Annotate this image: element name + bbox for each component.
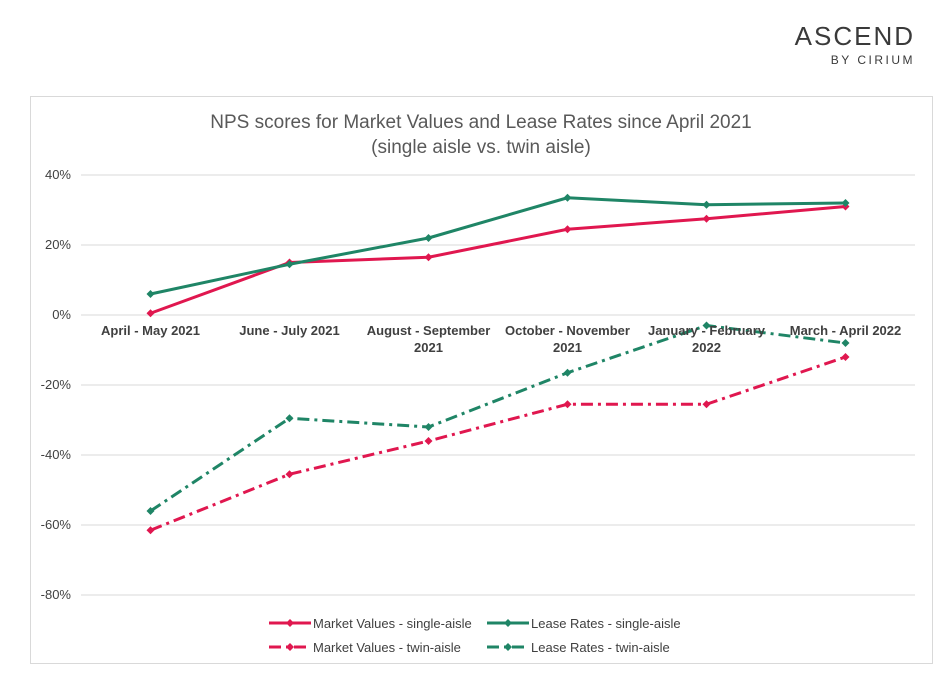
data-point [424,437,433,445]
x-tick-label: August - September 2021 [367,323,491,355]
x-tick-label: March - April 2022 [790,323,902,338]
data-point [563,400,572,409]
y-tick-label: -80% [41,587,72,602]
legend-label: Lease Rates - single-aisle [531,616,681,631]
data-point [424,234,433,242]
y-tick-label: -20% [41,377,72,392]
line-chart: NPS scores for Market Values and Lease R… [41,112,915,655]
y-tick-label: -40% [41,447,72,462]
data-point [841,339,850,347]
series-line [149,355,846,532]
legend-marker [504,643,512,651]
series-line [149,205,846,315]
legend-marker [286,643,294,651]
brand-subtitle: BY CIRIUM [830,53,915,67]
data-point [146,290,155,298]
data-point [146,526,155,535]
series-line [150,196,846,296]
x-tick-label: January - February 2022 [648,323,766,355]
data-point [841,199,850,207]
chart-title: NPS scores for Market Values and Lease R… [210,112,751,133]
data-point [702,200,711,209]
data-point [146,309,155,318]
data-point [424,423,433,431]
x-tick-label: April - May 2021 [101,323,200,338]
y-tick-label: 0% [52,307,71,322]
data-point [563,368,572,377]
legend-label: Market Values - twin-aisle [313,640,461,655]
y-tick-label: 40% [45,167,71,182]
x-tick-label: October - November 2021 [505,323,630,355]
data-point [563,193,572,202]
x-tick-label: June - July 2021 [239,323,339,338]
brand-name: ASCEND [794,21,915,51]
data-point [285,260,294,269]
data-point [702,214,711,223]
data-point [841,353,850,361]
legend-label: Market Values - single-aisle [313,616,472,631]
data-point [702,321,711,330]
chart-frame: NPS scores for Market Values and Lease R… [30,96,933,664]
data-point [285,414,294,423]
legend-marker [504,619,512,627]
legend-label: Lease Rates - twin-aisle [531,640,670,655]
chart-subtitle: (single aisle vs. twin aisle) [371,137,591,158]
series-line [149,324,846,513]
data-point [285,470,294,479]
legend-marker [286,619,294,627]
brand-logo: ASCEND BY CIRIUM [795,22,915,67]
data-point [424,253,433,262]
data-point [146,507,155,515]
y-tick-label: -60% [41,517,72,532]
y-tick-label: 20% [45,237,71,252]
data-point [702,400,711,409]
data-point [563,225,572,234]
